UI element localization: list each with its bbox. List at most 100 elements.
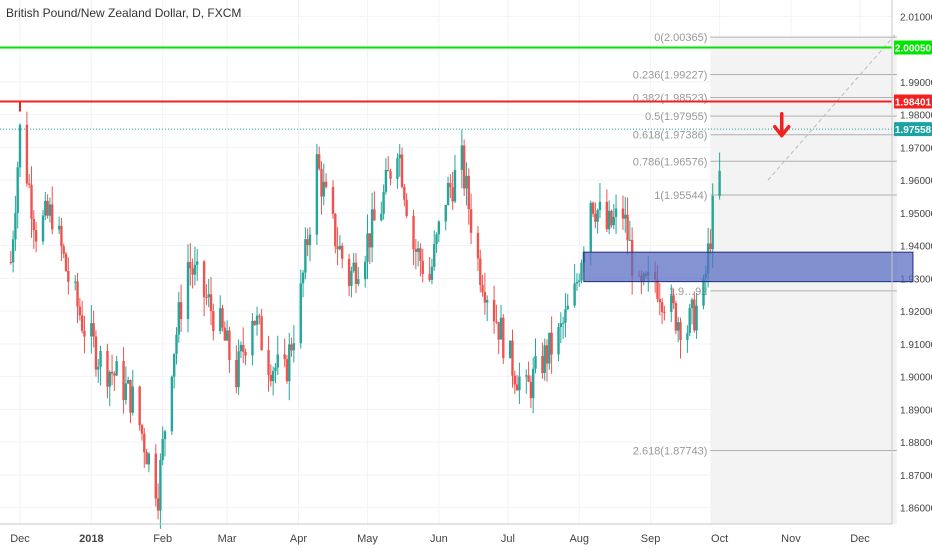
candle-body (228, 330, 231, 360)
candle-body (690, 299, 694, 309)
candle-body (186, 262, 190, 320)
candle-body (354, 262, 358, 284)
candle-body (163, 431, 167, 440)
fib-level-label: 0.618(1.97386) (633, 130, 708, 142)
candle-body (193, 264, 197, 275)
fib-level-label: 0(2.00365) (654, 32, 707, 44)
candle-body (433, 243, 436, 267)
candle-body (143, 433, 146, 453)
candle-body (469, 209, 473, 233)
x-tick-label: Jul (501, 533, 515, 545)
candle-body (172, 353, 176, 377)
candle-body (672, 295, 675, 304)
last-price-badge-label: 1.97558 (895, 125, 932, 136)
y-tick-label: 2.01000 (900, 12, 932, 23)
x-tick-label: Apr (290, 533, 307, 545)
last-price-badge (894, 122, 932, 137)
candle-body (513, 375, 516, 385)
candle-body (11, 239, 15, 263)
candle-body (508, 340, 512, 359)
fib-level-label: 1(1.95544) (654, 190, 707, 202)
candle-body (527, 375, 530, 382)
candle-body (244, 351, 247, 356)
candle-body (607, 210, 611, 230)
candle-body (260, 316, 263, 351)
candle-body (336, 246, 339, 250)
candle-body (60, 225, 63, 247)
fib-level-label: 0.236(1.99227) (633, 69, 708, 81)
candle-body (543, 345, 546, 374)
candle-body (324, 181, 328, 187)
x-tick-label: 2018 (79, 533, 103, 545)
candle-body (115, 361, 118, 376)
candle-body (189, 262, 192, 269)
candle-body (373, 209, 376, 221)
candle-body (338, 245, 342, 250)
candle-body (9, 262, 12, 263)
candle-body (239, 344, 243, 352)
candle-body (660, 302, 664, 312)
candle-body (575, 281, 579, 284)
candle-body (147, 453, 151, 465)
x-tick-label: Sep (641, 533, 661, 545)
candle-body (267, 350, 270, 375)
candle-body (405, 199, 408, 216)
candle-body (626, 214, 629, 241)
x-tick-label: Dec (10, 533, 30, 545)
candle-body (97, 366, 100, 370)
candle-body (476, 232, 480, 259)
candle-body (16, 167, 19, 214)
candle-body (485, 299, 489, 303)
green-level-badge (894, 40, 932, 55)
candle-body (479, 258, 482, 286)
candle-body (352, 262, 355, 271)
candle-body (334, 213, 337, 247)
candle-body (306, 239, 309, 246)
candle-body (559, 323, 563, 328)
candle-body (400, 154, 404, 187)
x-tick-label: Aug (569, 533, 589, 545)
candle-body (449, 182, 452, 188)
candle-body (175, 334, 178, 354)
y-tick-label: 1.89000 (900, 405, 932, 416)
candle-body (497, 322, 500, 340)
candle-body (154, 453, 157, 499)
candle-body (591, 202, 595, 214)
candle-body (90, 323, 93, 337)
candle-body (564, 309, 567, 323)
candle-body (271, 371, 275, 382)
candle-body (529, 381, 533, 399)
candle-body (656, 279, 659, 299)
candle-body (670, 295, 673, 313)
candle-body (14, 213, 17, 240)
candle-body (41, 215, 45, 242)
candle-body (274, 367, 277, 372)
y-tick-label: 1.99000 (900, 78, 932, 89)
candle-body (688, 308, 691, 334)
candle-body (709, 243, 712, 250)
candle-body (594, 213, 597, 222)
candle-body (364, 261, 367, 280)
y-tick-label: 1.97000 (900, 143, 932, 154)
candle-body (674, 303, 678, 331)
candle-body (288, 344, 291, 382)
candle-body (48, 204, 52, 216)
y-tick-label: 1.95000 (900, 209, 932, 220)
candle-body (389, 171, 392, 179)
candle-body (255, 315, 259, 325)
candle-body (453, 169, 457, 202)
y-tick-label: 1.86000 (900, 504, 932, 515)
candle-body (532, 368, 535, 399)
candle-body (62, 246, 65, 254)
candle-body (322, 181, 325, 197)
candle-body (550, 332, 553, 355)
candle-body (212, 310, 215, 332)
candle-body (495, 321, 498, 323)
candle-body (170, 376, 174, 432)
candle-body (32, 218, 36, 231)
candle-body (340, 245, 344, 259)
candle-body (430, 266, 434, 280)
candle-body (676, 322, 680, 331)
